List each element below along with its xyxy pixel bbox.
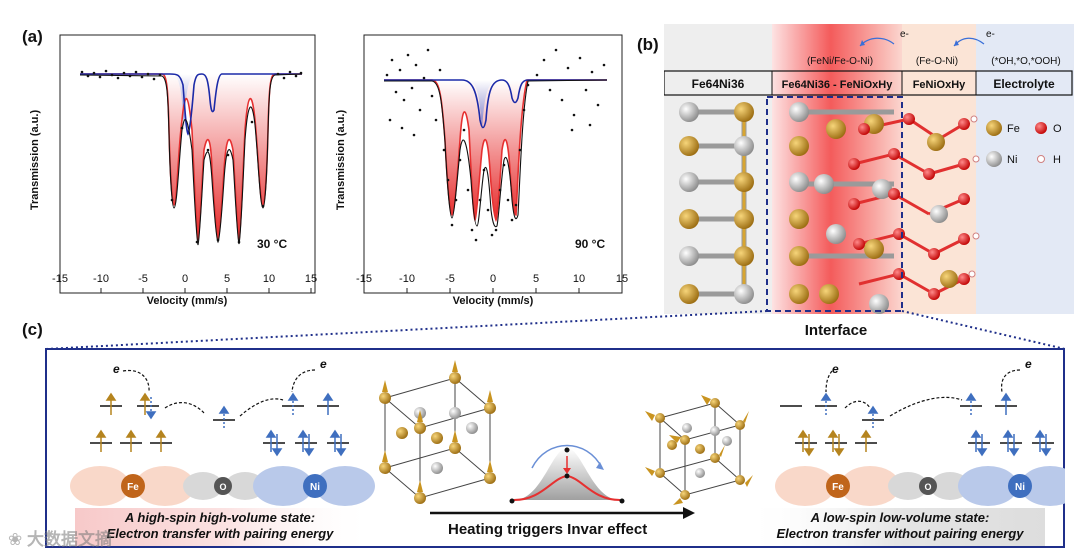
panel-a-label: (a)	[22, 27, 43, 46]
fe-legend-icon	[986, 120, 1002, 136]
region-fe64ni36: Fe64Ni36	[692, 77, 745, 91]
label-fe-o-ni: (Fe-O-Ni)	[916, 56, 958, 67]
electron-label: e-	[986, 29, 995, 40]
left-orbital-diagram: Fe O Ni	[70, 357, 375, 506]
legend-o: O	[1053, 123, 1062, 135]
tick: -5	[138, 273, 148, 285]
label-adsorbates: (*OH,*O,*OOH)	[991, 56, 1060, 67]
atom-fe: Fe	[127, 482, 139, 493]
tick: 5	[533, 273, 539, 285]
label-feni-fe-o-ni: (FeNi/Fe-O-Ni)	[807, 56, 873, 67]
mossbauer-plot-90c: -15 -10 -5 0 5 10 15 90 °C Velocity (mm/…	[335, 34, 628, 307]
tick: 0	[490, 273, 496, 285]
tick: -15	[52, 273, 68, 285]
panel-c-label: (c)	[22, 320, 43, 339]
x-axis-label: Velocity (mm/s)	[453, 295, 534, 307]
data-points-90c	[385, 48, 606, 242]
data-points-30c	[80, 69, 303, 244]
panel-c-frame	[45, 348, 1065, 548]
h-legend-icon	[1037, 155, 1045, 163]
legend-fe: Fe	[1007, 123, 1020, 135]
red-sextet-fill	[384, 80, 607, 220]
atoms-lattice	[679, 102, 980, 314]
right-caption-line-2: Electron transfer without pairing energy	[776, 526, 1024, 541]
tick: 10	[263, 273, 275, 285]
tick: 5	[224, 273, 230, 285]
plot-frame	[59, 34, 316, 294]
o-legend-icon	[1035, 122, 1047, 134]
tick: 15	[616, 273, 628, 285]
energy-barrier-icon	[509, 444, 625, 504]
high-volume-lattice	[379, 360, 496, 504]
tick: -15	[356, 273, 372, 285]
left-caption-line-2: Electron transfer with pairing energy	[106, 526, 334, 541]
x-tick-labels: -15 -10 -5 0 5 10 15	[52, 273, 317, 285]
tick: -5	[445, 273, 455, 285]
atom-fe: Fe	[832, 482, 844, 493]
atom-ni: Ni	[310, 482, 320, 493]
mossbauer-plot-30c: -15 -10 -5 0 5 10 15 30 °C Velocity (mm/…	[29, 34, 317, 307]
temperature-label: 30 °C	[257, 237, 287, 251]
tick: 0	[182, 273, 188, 285]
watermark: ❀ 大数据文摘	[8, 525, 112, 550]
electron-symbol: e	[832, 362, 839, 376]
atom-legend: Fe O Ni H	[986, 120, 1062, 167]
left-caption: A high-spin high-volume state: Electron …	[80, 510, 360, 542]
electron-symbol: e	[1025, 357, 1032, 371]
y-axis-label: Transmission (a.u.)	[29, 110, 41, 211]
watermark-logo-icon: ❀	[8, 530, 23, 549]
left-caption-line-1: A high-spin high-volume state:	[124, 510, 316, 525]
x-axis-label: Velocity (mm/s)	[147, 295, 228, 307]
tick: -10	[93, 273, 109, 285]
ni-legend-icon	[986, 151, 1002, 167]
right-caption-line-1: A low-spin low-volume state:	[810, 510, 990, 525]
heating-label: Heating triggers Invar effect	[448, 521, 648, 538]
blue-fit-line	[80, 73, 302, 136]
panel-b-label: (b)	[637, 35, 659, 54]
tick: -10	[399, 273, 415, 285]
atom-ni: Ni	[1015, 482, 1025, 493]
y-axis-label: Transmission (a.u.)	[335, 110, 347, 211]
low-volume-lattice	[645, 395, 753, 505]
x-tick-labels: -15 -10 -5 0 5 10 15	[356, 273, 628, 285]
legend-h: H	[1053, 154, 1061, 166]
right-caption: A low-spin low-volume state: Electron tr…	[755, 510, 1045, 542]
atom-o: O	[219, 482, 226, 492]
atom-o: O	[924, 482, 931, 492]
legend-ni: Ni	[1007, 154, 1017, 166]
interface-label: Interface	[805, 322, 868, 339]
total-fit-line	[79, 73, 303, 246]
blue-doublet-fill	[464, 80, 502, 130]
temperature-label: 90 °C	[575, 237, 605, 251]
region-feniooxhy: FeNiOxHy	[913, 79, 966, 91]
region-electrolyte: Electrolyte	[993, 77, 1055, 91]
electron-symbol: e	[113, 362, 120, 376]
region-interface: Fe64Ni36 - FeNiOxHy	[782, 79, 894, 91]
interface-structure-diagram: Fe64Ni36 Fe64Ni36 - FeNiOxHy FeNiOxHy El…	[664, 24, 1074, 339]
watermark-text: 大数据文摘	[26, 530, 112, 549]
blue-fit-line	[384, 79, 607, 129]
interface-dashed-box	[766, 96, 903, 312]
red-sextet-fill	[80, 74, 302, 240]
tick: 15	[305, 273, 317, 285]
right-orbital-diagram: Fe O Ni	[775, 357, 1065, 506]
tick: 10	[573, 273, 585, 285]
electron-label: e-	[900, 29, 909, 40]
spin-state-schematic: Fe O Ni	[70, 357, 1065, 546]
electron-symbol: e	[320, 357, 327, 371]
